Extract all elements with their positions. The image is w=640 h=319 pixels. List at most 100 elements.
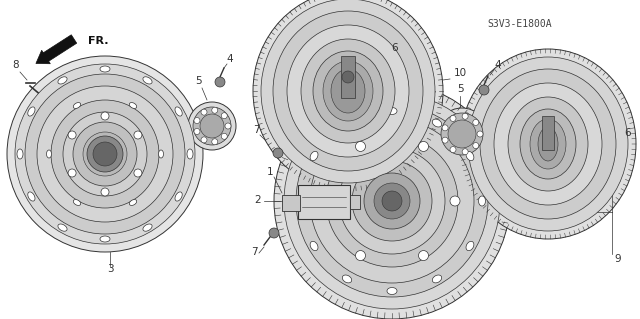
Text: 2: 2: [255, 195, 261, 205]
Circle shape: [442, 137, 448, 143]
Ellipse shape: [480, 69, 616, 219]
Circle shape: [83, 132, 127, 176]
Ellipse shape: [58, 224, 67, 231]
Ellipse shape: [310, 241, 318, 251]
Circle shape: [296, 105, 488, 297]
Ellipse shape: [129, 200, 137, 205]
Circle shape: [274, 83, 510, 319]
Circle shape: [450, 115, 456, 122]
Ellipse shape: [298, 196, 305, 206]
Circle shape: [101, 188, 109, 196]
Ellipse shape: [342, 119, 351, 127]
Ellipse shape: [520, 109, 576, 179]
Circle shape: [355, 141, 365, 152]
Circle shape: [221, 133, 227, 139]
Ellipse shape: [143, 77, 152, 84]
Circle shape: [479, 85, 489, 95]
Ellipse shape: [74, 102, 81, 108]
Ellipse shape: [74, 200, 81, 205]
Ellipse shape: [310, 151, 318, 161]
Circle shape: [68, 169, 76, 177]
Circle shape: [355, 250, 365, 261]
Ellipse shape: [313, 51, 383, 131]
FancyArrow shape: [36, 35, 77, 64]
Ellipse shape: [143, 224, 152, 231]
Ellipse shape: [175, 192, 182, 201]
Ellipse shape: [187, 149, 193, 159]
Ellipse shape: [479, 196, 486, 206]
Circle shape: [352, 161, 432, 241]
Circle shape: [448, 120, 476, 148]
Ellipse shape: [261, 0, 435, 183]
Text: 6: 6: [624, 128, 630, 138]
Circle shape: [419, 141, 429, 152]
Ellipse shape: [100, 236, 110, 242]
Circle shape: [201, 137, 207, 143]
Ellipse shape: [253, 0, 443, 191]
Circle shape: [462, 149, 468, 155]
Circle shape: [25, 74, 185, 234]
Ellipse shape: [28, 107, 35, 116]
FancyBboxPatch shape: [341, 56, 355, 98]
Ellipse shape: [301, 39, 395, 143]
Circle shape: [68, 131, 76, 139]
Circle shape: [419, 250, 429, 261]
Text: 5: 5: [457, 84, 463, 94]
Circle shape: [37, 86, 173, 222]
Text: 8: 8: [13, 60, 19, 70]
Circle shape: [134, 169, 142, 177]
Ellipse shape: [342, 275, 351, 283]
Text: 7: 7: [251, 247, 257, 257]
Circle shape: [7, 56, 203, 252]
Ellipse shape: [433, 275, 442, 283]
Circle shape: [200, 114, 224, 138]
Circle shape: [194, 117, 200, 123]
Ellipse shape: [494, 83, 602, 205]
Circle shape: [450, 196, 460, 206]
Circle shape: [441, 113, 483, 155]
Circle shape: [93, 142, 117, 166]
FancyBboxPatch shape: [298, 185, 350, 219]
Circle shape: [273, 148, 283, 158]
FancyBboxPatch shape: [282, 195, 300, 211]
Ellipse shape: [159, 150, 163, 158]
Circle shape: [212, 139, 218, 145]
Ellipse shape: [129, 102, 137, 108]
Circle shape: [339, 148, 445, 254]
Circle shape: [201, 109, 207, 115]
Circle shape: [101, 112, 109, 120]
Circle shape: [193, 107, 231, 145]
Ellipse shape: [466, 241, 474, 251]
Circle shape: [382, 191, 402, 211]
Ellipse shape: [387, 287, 397, 294]
Circle shape: [342, 71, 354, 83]
Text: 3: 3: [107, 264, 113, 274]
Ellipse shape: [287, 25, 409, 157]
Circle shape: [134, 131, 142, 139]
Text: 4: 4: [495, 60, 501, 70]
Text: S3V3-E1800A: S3V3-E1800A: [488, 19, 552, 29]
Circle shape: [477, 131, 483, 137]
Ellipse shape: [273, 11, 423, 171]
Circle shape: [442, 125, 448, 131]
Ellipse shape: [47, 150, 51, 158]
Ellipse shape: [331, 69, 365, 113]
Circle shape: [63, 112, 147, 196]
Circle shape: [450, 147, 456, 152]
Text: 4: 4: [227, 54, 234, 64]
Text: 7: 7: [253, 125, 259, 135]
Ellipse shape: [175, 107, 182, 116]
Ellipse shape: [530, 119, 566, 169]
Ellipse shape: [387, 108, 397, 115]
Text: 5: 5: [195, 76, 202, 86]
Circle shape: [473, 143, 479, 149]
Ellipse shape: [323, 61, 373, 121]
Circle shape: [87, 136, 123, 172]
Text: 9: 9: [614, 254, 621, 264]
Circle shape: [15, 64, 195, 244]
Circle shape: [310, 119, 474, 283]
Circle shape: [473, 119, 479, 125]
Circle shape: [364, 173, 420, 229]
Circle shape: [269, 228, 279, 238]
Circle shape: [436, 108, 488, 160]
